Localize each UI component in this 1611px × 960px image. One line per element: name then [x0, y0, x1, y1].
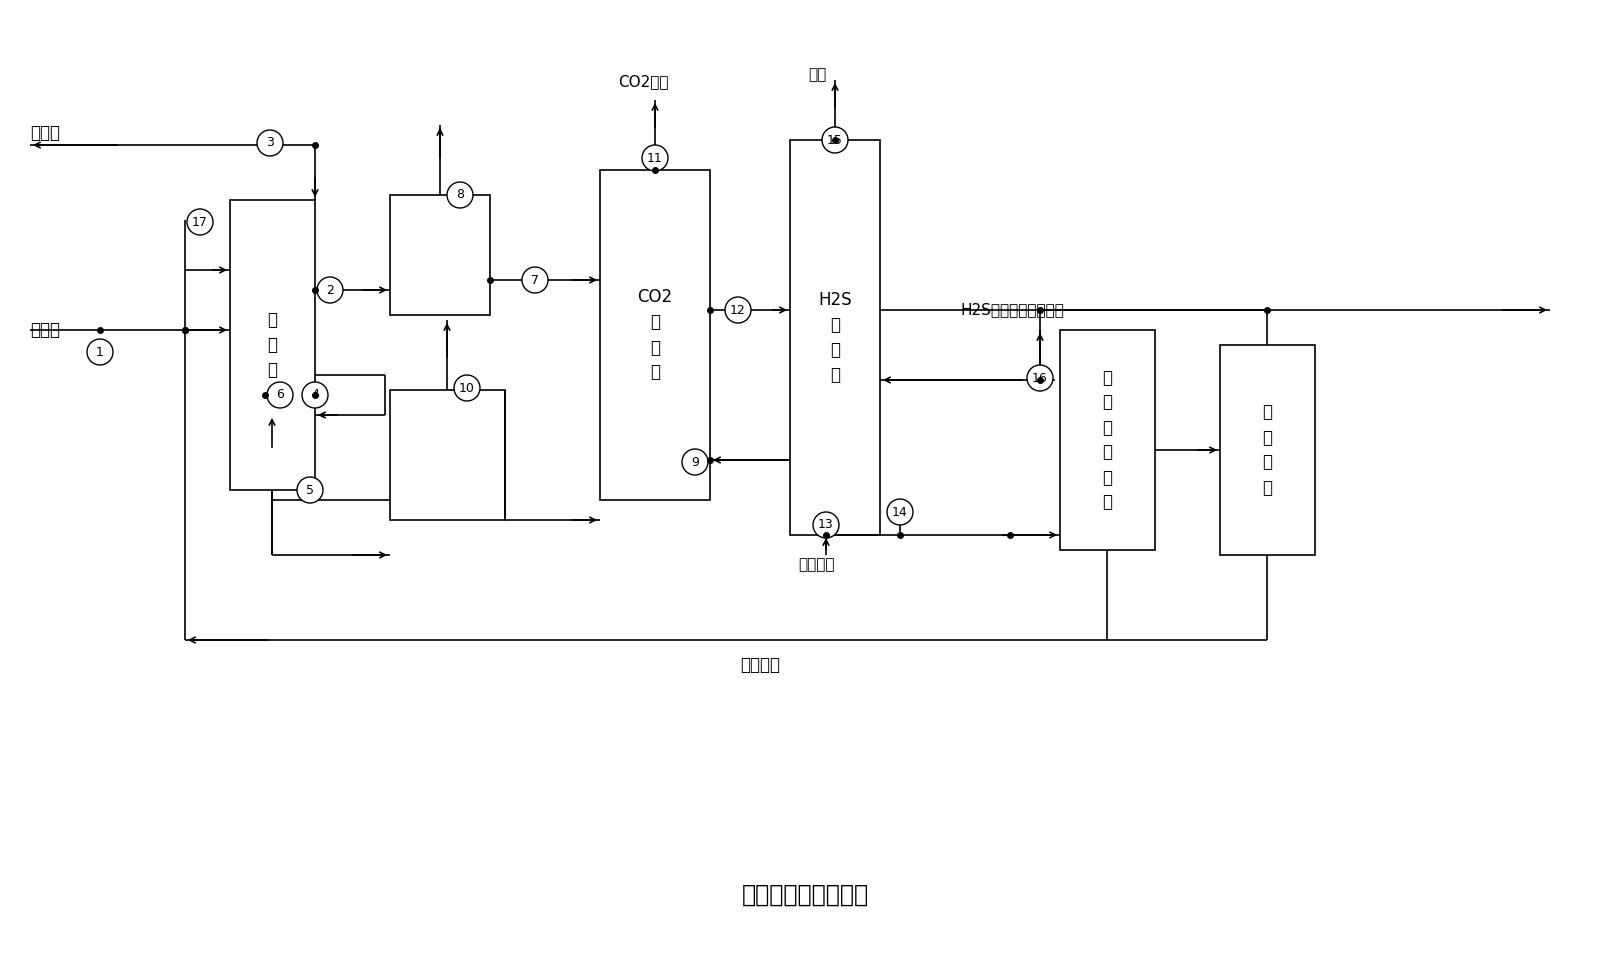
Text: 17: 17 — [192, 215, 208, 228]
Text: 1: 1 — [97, 346, 105, 358]
Text: 16: 16 — [1033, 372, 1047, 385]
Circle shape — [267, 382, 293, 408]
Circle shape — [87, 339, 113, 365]
Text: 水
分
离
塔: 水 分 离 塔 — [1263, 403, 1273, 496]
Circle shape — [725, 297, 751, 323]
Bar — [390, 390, 504, 520]
Text: 甲
醇
热
再
生
塔: 甲 醇 热 再 生 塔 — [1102, 369, 1113, 512]
Bar — [390, 195, 490, 315]
Text: 11: 11 — [648, 152, 662, 164]
Text: 12: 12 — [730, 303, 746, 317]
Text: 带节点的物料流程图: 带节点的物料流程图 — [743, 883, 868, 907]
Circle shape — [301, 382, 329, 408]
Text: CO2
解
吸
塔: CO2 解 吸 塔 — [638, 289, 672, 381]
Text: H2S气体至硫回收工序: H2S气体至硫回收工序 — [960, 302, 1063, 318]
Text: H2S
浓
缩
塔: H2S 浓 缩 塔 — [818, 291, 852, 384]
Text: 净化气: 净化气 — [31, 124, 60, 142]
Text: 13: 13 — [818, 518, 834, 532]
Circle shape — [822, 127, 847, 153]
Text: CO2产品: CO2产品 — [619, 75, 669, 89]
Text: 9: 9 — [691, 455, 699, 468]
Text: 6: 6 — [275, 389, 284, 401]
Circle shape — [814, 512, 839, 538]
Text: 2: 2 — [325, 283, 333, 297]
Text: 尾气: 尾气 — [809, 67, 826, 83]
Circle shape — [681, 449, 707, 475]
Text: 4: 4 — [311, 389, 319, 401]
Text: 低压氮气: 低压氮气 — [797, 558, 834, 572]
Text: 3: 3 — [266, 136, 274, 150]
Text: 8: 8 — [456, 188, 464, 202]
Text: 变换气: 变换气 — [31, 321, 60, 339]
Circle shape — [317, 277, 343, 303]
Circle shape — [1026, 365, 1054, 391]
Circle shape — [187, 209, 213, 235]
Circle shape — [888, 499, 913, 525]
Text: 14: 14 — [892, 506, 909, 518]
Text: 10: 10 — [459, 381, 475, 395]
Bar — [1060, 330, 1155, 550]
Bar — [789, 140, 880, 535]
Text: 5: 5 — [306, 484, 314, 496]
Text: 15: 15 — [826, 133, 843, 147]
Circle shape — [296, 477, 322, 503]
Text: 7: 7 — [532, 274, 540, 286]
Circle shape — [522, 267, 548, 293]
Circle shape — [446, 182, 474, 208]
Bar — [1220, 345, 1315, 555]
Bar — [599, 170, 710, 500]
Circle shape — [454, 375, 480, 401]
Bar — [230, 200, 316, 490]
Text: 循环甲醇: 循环甲醇 — [739, 656, 780, 674]
Text: 吸
收
塔: 吸 收 塔 — [267, 311, 277, 379]
Circle shape — [643, 145, 669, 171]
Circle shape — [258, 130, 284, 156]
